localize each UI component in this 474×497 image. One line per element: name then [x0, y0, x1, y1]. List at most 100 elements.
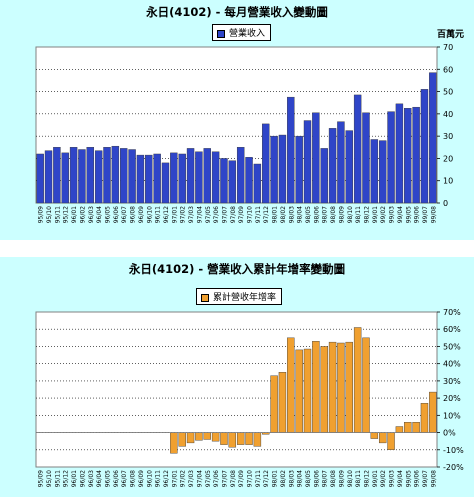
x-tick-label: 98/04 [297, 206, 304, 223]
data-bar [78, 149, 86, 204]
x-tick-label: 97/03 [188, 470, 195, 487]
data-bar [378, 140, 387, 204]
growth-chart-panel: 永日(4102) - 營業收入累計年增率變動圖 累計營收年增率 -20% -10%… [0, 257, 474, 497]
x-tick-label: 95/10 [46, 206, 53, 223]
data-bar [186, 432, 195, 444]
x-tick-label: 98/09 [338, 470, 345, 487]
x-tick-label: 97/06 [213, 206, 220, 223]
x-tick-label: 98/12 [363, 470, 370, 487]
data-bar [186, 148, 195, 204]
data-bar [278, 372, 287, 433]
x-tick-label: 98/11 [355, 206, 362, 223]
y-tick-label: -20% [443, 463, 464, 472]
x-tick-label: 97/11 [255, 206, 262, 223]
data-bar [404, 108, 412, 204]
x-tick-label: 99/02 [380, 206, 387, 223]
data-bar [253, 163, 262, 204]
data-bar [86, 147, 95, 204]
x-tick-label: 98/07 [322, 470, 329, 487]
data-bar [161, 162, 170, 204]
data-bar [236, 432, 245, 445]
data-bar [387, 432, 395, 450]
x-tick-label: 97/08 [230, 470, 237, 487]
data-bar [262, 123, 270, 204]
data-bar [245, 157, 253, 204]
x-tick-label: 98/05 [305, 206, 312, 223]
data-bar [320, 346, 328, 433]
data-bar [153, 153, 161, 204]
data-bar [287, 96, 295, 204]
x-tick-label: 96/07 [121, 206, 128, 223]
x-tick-label: 97/08 [230, 206, 237, 223]
x-tick-label: 96/12 [163, 470, 170, 487]
chart-legend: 營業收入 [212, 24, 272, 41]
x-tick-label: 95/11 [54, 206, 61, 223]
x-tick-label: 96/01 [71, 470, 78, 487]
x-tick-label: 99/02 [380, 470, 387, 487]
x-tick-label: 98/01 [272, 470, 279, 487]
x-tick-label: 95/09 [38, 470, 45, 487]
data-bar [220, 432, 228, 445]
x-tick-label: 99/08 [430, 206, 437, 223]
data-bar [203, 432, 211, 440]
x-tick-label: 97/05 [205, 470, 212, 487]
data-bar [303, 120, 312, 204]
x-tick-label: 96/03 [88, 470, 95, 487]
x-tick-label: 97/10 [247, 206, 254, 223]
x-tick-label: 98/10 [347, 206, 354, 223]
x-tick-label: 99/01 [372, 470, 379, 487]
x-tick-label: 96/04 [96, 470, 103, 487]
data-bar [287, 337, 295, 433]
data-bar [53, 147, 61, 204]
data-bar [136, 154, 145, 204]
growth-bar-chart: -20%-10%0%10%20%30%40%50%60%70%95/09 95/1… [35, 308, 464, 487]
data-bar [429, 72, 437, 204]
x-tick-label: 96/02 [79, 470, 86, 487]
x-tick-label: 96/09 [138, 206, 145, 223]
y-tick-label: -10% [443, 446, 464, 455]
data-bar [395, 426, 404, 433]
data-bar [295, 135, 303, 204]
x-tick-label: 97/12 [263, 206, 270, 223]
x-tick-label: 96/05 [105, 206, 112, 223]
x-tick-label: 96/06 [113, 206, 120, 223]
x-tick-label: 96/09 [138, 470, 145, 487]
x-tick-label: 96/08 [130, 206, 137, 223]
y-tick-label: 50% [443, 342, 461, 351]
plot-area [35, 46, 438, 204]
data-bar [178, 432, 186, 447]
data-bar [420, 403, 429, 433]
data-bar [345, 341, 353, 433]
data-bar [337, 342, 345, 433]
x-tick-label: 96/10 [146, 470, 153, 487]
data-bar [128, 149, 136, 204]
data-bar [111, 145, 120, 204]
data-bar [270, 135, 278, 204]
x-tick-label: 99/06 [414, 206, 421, 223]
legend-swatch [201, 293, 209, 302]
data-bar [295, 349, 303, 433]
x-tick-label: 99/04 [397, 206, 404, 223]
data-bar [195, 432, 203, 441]
x-tick-label: 98/02 [280, 470, 287, 487]
data-bar [337, 121, 345, 204]
x-tick-label: 98/02 [280, 206, 287, 223]
data-bar [178, 153, 186, 204]
x-tick-label: 95/09 [38, 206, 45, 223]
data-bar [245, 432, 253, 445]
x-tick-label: 98/08 [330, 206, 337, 223]
x-tick-label: 97/06 [213, 470, 220, 487]
data-bar [412, 106, 420, 204]
data-bar [36, 153, 44, 204]
x-tick-label: 96/10 [146, 206, 153, 223]
legend-label: 累計營收年增率 [213, 293, 277, 303]
x-tick-label: 99/05 [405, 206, 412, 223]
x-tick-label: 98/09 [338, 206, 345, 223]
chart-legend: 累計營收年增率 [196, 288, 283, 305]
data-bar [211, 151, 220, 204]
x-tick-label: 97/05 [205, 206, 212, 223]
unit-label: 百萬元 [437, 30, 465, 40]
data-bar [203, 148, 211, 204]
x-tick-label: 98/05 [305, 470, 312, 487]
data-bar [370, 139, 379, 204]
